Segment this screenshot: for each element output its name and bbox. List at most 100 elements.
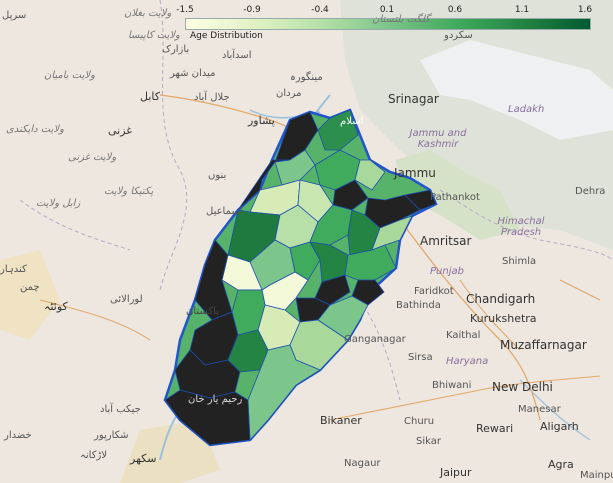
district-6[interactable]: [332, 179, 369, 211]
place-label: بازارک: [162, 44, 190, 55]
place-label: Kurukshetra: [470, 312, 537, 325]
river-3: [519, 379, 591, 441]
place-label: Kaithal: [446, 330, 481, 341]
place-label: ولایت غزنی: [68, 152, 117, 163]
place-label: کوئٹہ: [44, 300, 68, 313]
place-label: مردان: [276, 88, 302, 99]
place-label: Faridkot: [414, 286, 454, 297]
place-label: خضدار: [4, 430, 32, 441]
legend-title: Age Distribution: [190, 31, 263, 41]
place-label: ولایت کاپیسا: [128, 30, 180, 41]
desert-area: [0, 250, 60, 340]
place-label: New Delhi: [492, 380, 553, 394]
legend-color-bar: [185, 18, 591, 30]
border-line-3: [439, 189, 613, 261]
district-5[interactable]: [354, 159, 386, 191]
desert-area-2: [120, 420, 220, 483]
place-label: Pathankot: [430, 192, 480, 203]
place-label: Srinagar: [388, 92, 439, 106]
place-label: ولایت دایکندی: [6, 124, 64, 135]
road-4: [329, 375, 601, 421]
place-label: Churu: [404, 416, 435, 427]
place-label: سکھر: [130, 452, 157, 465]
place-label: Himachal Pradesh: [497, 216, 545, 238]
place-label: Ladakh: [508, 104, 545, 115]
place-label: کندہار: [0, 264, 27, 275]
place-label: Jammu: [394, 166, 436, 180]
place-label: Agra: [548, 458, 574, 471]
place-label: Nagaur: [344, 458, 381, 469]
place-label: گلگت بلتستان: [372, 14, 431, 25]
district-35[interactable]: [237, 159, 291, 211]
place-label: Muzaffarnagar: [500, 338, 587, 352]
road-2: [399, 219, 541, 421]
place-label: جیکب آباد: [100, 404, 141, 415]
place-label: چمن: [20, 282, 40, 293]
place-label: لورالائی: [110, 294, 143, 305]
place-label: بنوں: [208, 170, 227, 181]
color-legend: -1.5 -0.9 -0.4 0.1 0.6 1.1 1.6 Age Distr…: [176, 4, 593, 44]
place-label: Sirsa: [408, 352, 433, 363]
place-label: Punjab: [430, 266, 464, 277]
place-label: Chandigarh: [466, 292, 536, 306]
legend-tick: -0.4: [311, 5, 329, 15]
district-2[interactable]: [317, 109, 359, 151]
place-label: Rewari: [476, 422, 514, 435]
district-20[interactable]: [344, 244, 397, 281]
road-6: [559, 279, 601, 301]
place-label: جلال آباد: [194, 92, 230, 103]
place-label: Amritsar: [420, 234, 472, 248]
place-label: Bikaner: [320, 414, 362, 427]
green-foothills: [395, 150, 520, 240]
snow-terrain: [420, 40, 613, 140]
place-label: سرپل: [2, 10, 27, 21]
place-label: Jaipur: [440, 466, 472, 479]
place-label: Sikar: [416, 436, 441, 447]
place-label: Manesar: [518, 404, 561, 415]
border-line-4: [359, 299, 401, 401]
legend-tick: -0.9: [243, 5, 261, 15]
legend-tick: -1.5: [176, 5, 194, 15]
place-label: Jammu and Kashmir: [409, 128, 467, 150]
district-28[interactable]: [317, 295, 369, 341]
legend-tick: 0.6: [447, 5, 463, 15]
place-label: Mainpu: [580, 470, 613, 481]
place-label: شکارپور: [94, 430, 129, 441]
district-8[interactable]: [404, 189, 437, 211]
place-label: میدان شهر: [170, 68, 216, 79]
district-34[interactable]: [164, 389, 251, 446]
district-22[interactable]: [314, 274, 351, 306]
legend-tick: 0.1: [379, 5, 395, 15]
place-label: Bathinda: [396, 300, 441, 311]
legend-tick: 1.1: [514, 5, 530, 15]
border-line-1: [159, 0, 188, 291]
road-3: [459, 279, 521, 351]
place-label: اسلام: [340, 116, 364, 127]
place-label: Dehra: [575, 186, 606, 197]
place-label: رحیم یار خان: [188, 394, 243, 405]
place-label: سکردو: [444, 30, 473, 41]
place-label: کابل: [140, 90, 160, 103]
place-label: لاڑکانہ: [80, 450, 107, 461]
legend-tick: 1.6: [577, 5, 593, 15]
district-18[interactable]: [289, 241, 321, 281]
place-label: غزنی: [108, 124, 133, 137]
place-label: ولایت بامیان: [44, 70, 95, 81]
place-label: Shimla: [502, 256, 537, 267]
place-label: اسماعیل: [206, 206, 243, 217]
place-label: پاکستان: [186, 306, 219, 317]
place-label: پکتیکا ولایت: [104, 186, 154, 197]
district-32[interactable]: [247, 344, 321, 441]
place-label: Bhiwani: [432, 380, 472, 391]
place-label: زابل ولایت: [36, 198, 81, 209]
road-5: [39, 299, 151, 341]
place-label: مینگورہ: [290, 72, 323, 83]
place-label: Ganganagar: [344, 334, 406, 345]
place-label: اسدآباد: [222, 50, 252, 61]
place-label: Aligarh: [540, 420, 579, 433]
place-label: پشاور: [248, 114, 275, 127]
border-line-2: [19, 199, 131, 251]
place-label: ولایت بغلان: [124, 8, 172, 19]
district-21[interactable]: [351, 279, 385, 306]
